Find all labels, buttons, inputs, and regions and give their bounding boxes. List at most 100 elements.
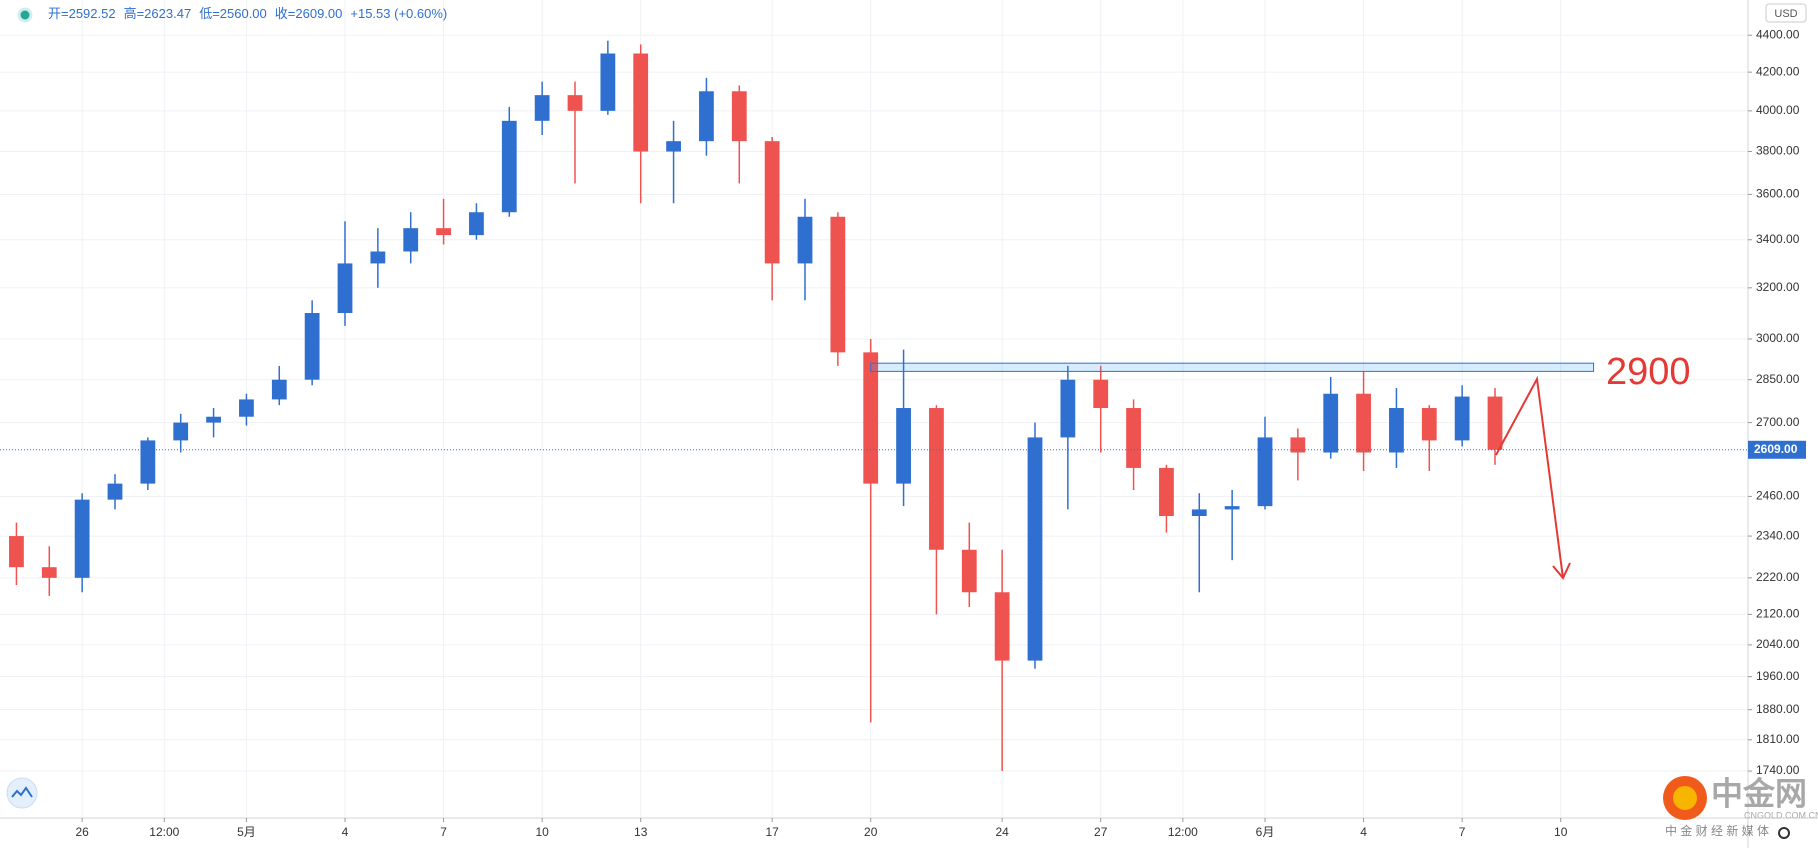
y-tick-label: 3200.00 xyxy=(1756,280,1800,294)
plot xyxy=(0,40,1748,772)
candle-body xyxy=(666,141,681,152)
candle-body xyxy=(9,536,24,568)
forecast-arrow xyxy=(1495,375,1564,579)
candle-body xyxy=(830,216,846,353)
currency-box[interactable] xyxy=(1765,3,1807,23)
ohlc-legend: 开=2592.52 高=2623.47 低=2560.00 收=2609.00 +15.… xyxy=(48,6,447,21)
y-tick-label: 3800.00 xyxy=(1756,144,1800,158)
candle-body xyxy=(1060,379,1076,438)
close-text: 收=2609.00 xyxy=(275,6,343,21)
candle-body xyxy=(994,592,1010,661)
candle-body xyxy=(436,228,451,236)
y-tick-label: 2120.00 xyxy=(1756,607,1800,621)
candle-body xyxy=(797,216,813,264)
candle-body xyxy=(1027,437,1043,661)
y-tick-label: 2040.00 xyxy=(1756,637,1800,651)
y-tick-label: 3400.00 xyxy=(1756,232,1800,246)
y-tick-label: 2220.00 xyxy=(1756,570,1800,584)
candle-body xyxy=(1126,408,1141,468)
candle-body xyxy=(370,251,386,264)
arrow-head xyxy=(1552,562,1571,580)
candle-body xyxy=(699,91,714,142)
change-text: +15.53 (+0.60%) xyxy=(350,6,447,21)
candle-body xyxy=(600,53,616,111)
high-text: 高=2623.47 xyxy=(124,6,192,21)
candle-body xyxy=(1454,396,1470,441)
last-price-box xyxy=(1748,440,1806,459)
candle-body xyxy=(1356,393,1371,453)
candle-body xyxy=(1290,437,1306,453)
x-tick-label: 6月 xyxy=(1256,825,1275,839)
annotation: 2900 xyxy=(1606,351,1691,393)
candle-body xyxy=(1159,467,1174,516)
x-tick-label: 4 xyxy=(342,825,349,839)
candle-body xyxy=(896,408,911,484)
candle-body xyxy=(501,120,517,213)
y-tick-label: 3000.00 xyxy=(1756,331,1800,345)
y-tick-label: 4000.00 xyxy=(1756,103,1800,117)
candle-body xyxy=(239,399,254,417)
status-dot xyxy=(17,7,33,23)
x-tick-label: 7 xyxy=(440,825,447,839)
y-tick-label: 1880.00 xyxy=(1756,702,1800,716)
low-text: 低=2560.00 xyxy=(199,6,267,21)
last-price-label: 2609.00 xyxy=(1754,442,1798,456)
watermark-logo-inner xyxy=(1673,786,1697,810)
y-tick-label: 1810.00 xyxy=(1756,732,1800,746)
candle-body xyxy=(1093,379,1109,409)
x-tick-label: 5月 xyxy=(237,825,256,839)
currency[interactable]: USD xyxy=(1774,8,1797,20)
watermark-site: CNGOLD.COM.CN xyxy=(1744,810,1818,820)
y-tick-label: 2700.00 xyxy=(1756,415,1800,429)
x-tick-label: 20 xyxy=(864,825,878,839)
y-tick-label: 2460.00 xyxy=(1756,489,1800,503)
x-tick-label: 4 xyxy=(1360,825,1367,839)
y-tick-label: 3600.00 xyxy=(1756,187,1800,201)
y-tick-label: 1740.00 xyxy=(1756,763,1800,777)
candle-body xyxy=(1487,396,1503,450)
candle-body xyxy=(41,567,57,578)
logo-icon xyxy=(11,786,33,798)
x-tick-label: 12:00 xyxy=(1168,825,1198,839)
y-tick-label: 2340.00 xyxy=(1756,528,1800,542)
candle-body xyxy=(140,440,156,484)
x-tick-label: 10 xyxy=(535,825,549,839)
candle-body xyxy=(107,483,123,500)
x-tick-label: 7 xyxy=(1459,825,1466,839)
candle-body xyxy=(764,141,780,264)
candle-body xyxy=(469,212,484,236)
candle-body xyxy=(1257,437,1273,507)
x-tick-label: 24 xyxy=(995,825,1009,839)
resistance-zone xyxy=(870,362,1595,372)
x-tick-label: 26 xyxy=(75,825,89,839)
x-tick-label: 10 xyxy=(1554,825,1568,839)
candle-body xyxy=(961,549,977,593)
candle-body xyxy=(1421,408,1437,441)
grid xyxy=(0,0,1748,818)
y-tick-label: 2850.00 xyxy=(1756,372,1800,386)
candle-body xyxy=(929,408,944,550)
open-text: 开=2592.52 xyxy=(48,6,116,21)
watermark-brand: 中金网 xyxy=(1711,775,1807,811)
watermark-tagline: 中 金 财 经 新 媒 体 xyxy=(1665,823,1769,838)
candle-body xyxy=(337,263,353,314)
candle-body xyxy=(1224,506,1240,510)
candle-body xyxy=(74,499,90,578)
candle-body xyxy=(206,416,221,423)
x-tick-label: 17 xyxy=(765,825,779,839)
candle-body xyxy=(567,95,583,111)
candle-body xyxy=(271,379,287,400)
settings-icon[interactable] xyxy=(1778,827,1790,839)
candle-body xyxy=(403,228,419,252)
candle-body xyxy=(731,91,747,142)
candle-body xyxy=(1389,408,1404,453)
y-tick-label: 4400.00 xyxy=(1756,27,1800,41)
y-tick-label: 1960.00 xyxy=(1756,669,1800,683)
y-tick-label: 4200.00 xyxy=(1756,64,1800,78)
candle-body xyxy=(1323,393,1339,453)
x-tick-label: 13 xyxy=(634,825,648,839)
candle-body xyxy=(633,53,649,152)
x-tick-label: 27 xyxy=(1094,825,1108,839)
candle-body xyxy=(304,313,320,380)
